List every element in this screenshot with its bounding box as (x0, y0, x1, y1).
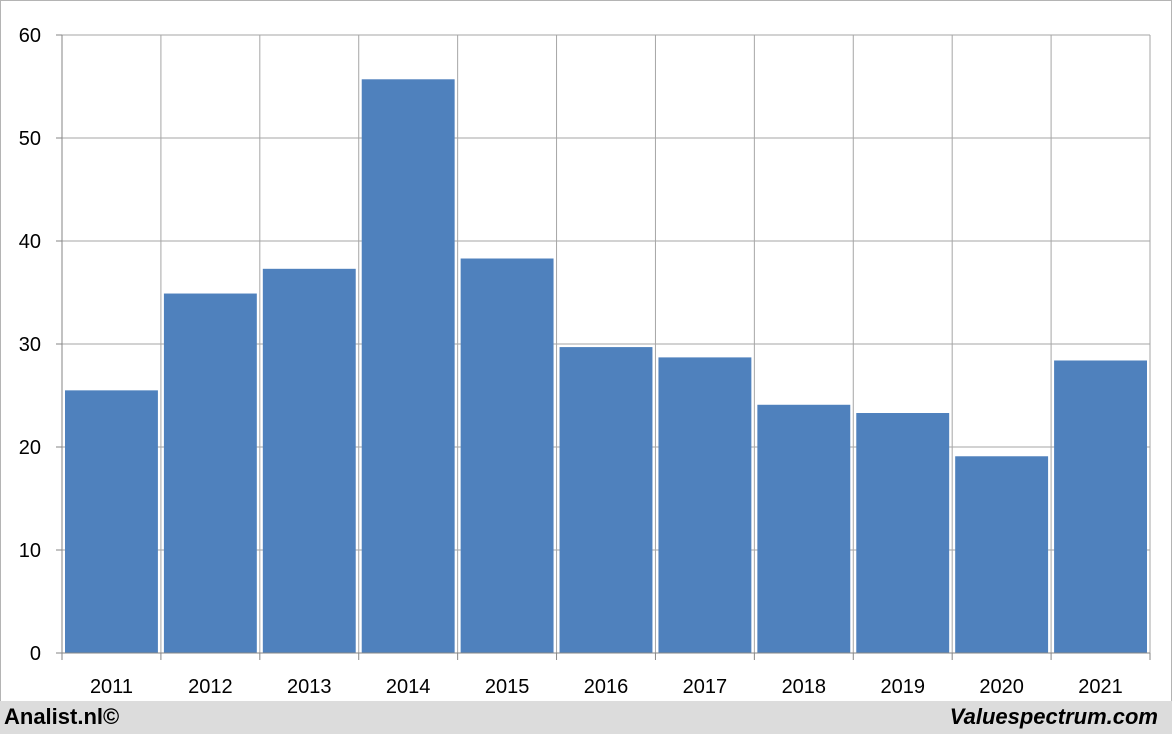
y-tick-label: 20 (19, 437, 41, 459)
footer-brand-left: Analist.nl© (4, 704, 120, 729)
footer-bar: Analist.nl© Valuespectrum.com (0, 701, 1172, 734)
bar-2014 (361, 79, 455, 654)
bar-2012 (163, 293, 257, 653)
bar-2016 (559, 347, 653, 653)
y-tick-label: 60 (19, 25, 41, 47)
bar-2015 (460, 258, 554, 653)
x-tick-label: 2019 (880, 676, 925, 698)
x-tick-label: 2014 (386, 676, 431, 698)
y-tick-label: 50 (19, 128, 41, 150)
x-tick-label: 2011 (90, 676, 133, 698)
footer-brand-right: Valuespectrum.com (949, 704, 1158, 729)
x-tick-label: 2013 (287, 676, 332, 698)
bar-2017 (658, 357, 752, 653)
x-tick-label: 2018 (782, 676, 827, 698)
bar-2011 (65, 390, 158, 653)
y-tick-label: 0 (30, 643, 41, 665)
y-tick-label: 30 (19, 334, 41, 356)
bar-2013 (262, 268, 356, 653)
bar-2018 (757, 404, 851, 653)
x-tick-label: 2015 (485, 676, 530, 698)
x-tick-label: 2016 (584, 676, 629, 698)
bar-2019 (856, 413, 950, 653)
x-tick-label: 2012 (188, 676, 233, 698)
y-tick-label: 40 (19, 231, 41, 253)
bar-2020 (955, 456, 1049, 653)
bar-chart: 0 10 20 30 40 50 60 2011 2012 2013 2014 2015 2016 201… (19, 25, 1151, 698)
x-tick-label: 2020 (979, 676, 1024, 698)
x-tick-label: 2017 (683, 676, 728, 698)
x-tick-label: 2021 (1078, 676, 1123, 698)
y-tick-label: 10 (19, 540, 41, 562)
bar-2021 (1054, 360, 1147, 653)
